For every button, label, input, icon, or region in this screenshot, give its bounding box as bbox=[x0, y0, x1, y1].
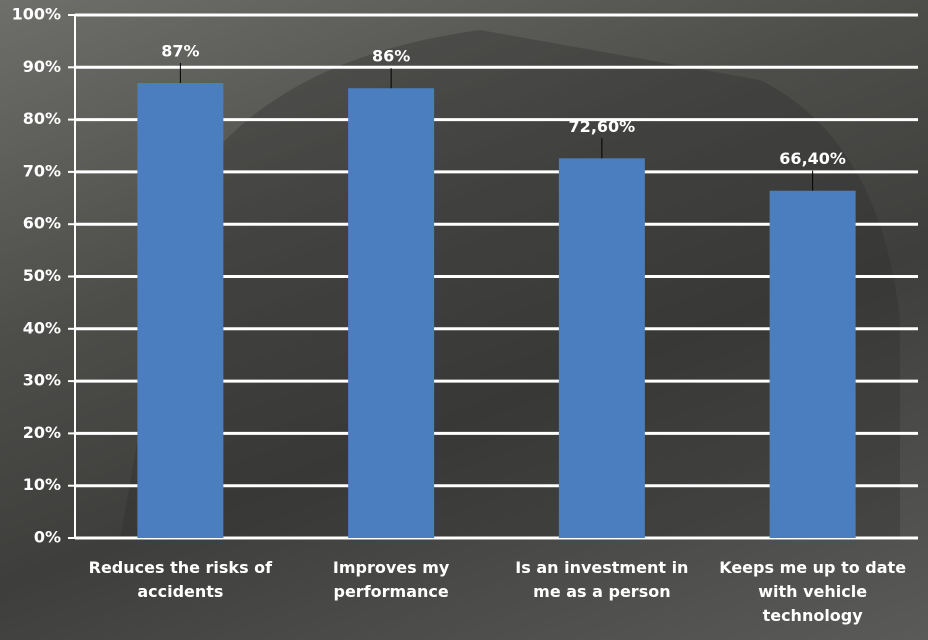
y-tick-label: 60% bbox=[23, 214, 61, 233]
y-tick-label: 100% bbox=[12, 5, 61, 24]
value-label: 66,40% bbox=[779, 149, 846, 168]
y-tick-label: 10% bbox=[23, 475, 61, 494]
x-tick-label: Is an investment in me as a person bbox=[515, 558, 689, 601]
y-tick-label: 20% bbox=[23, 423, 61, 442]
value-label: 86% bbox=[372, 47, 410, 66]
y-tick-label: 0% bbox=[34, 528, 61, 547]
bar bbox=[769, 190, 856, 538]
x-tick-label: Keeps me up to date with vehicle technol… bbox=[719, 558, 907, 625]
background-truck bbox=[120, 30, 900, 540]
y-tick-label: 80% bbox=[23, 109, 61, 128]
y-tick-label: 40% bbox=[23, 318, 61, 337]
y-tick-label: 50% bbox=[23, 266, 61, 285]
x-tick-label: Reduces the risks of accidents bbox=[88, 558, 273, 601]
y-tick-label: 70% bbox=[23, 161, 61, 180]
value-label: 72,60% bbox=[569, 117, 636, 136]
y-tick-label: 30% bbox=[23, 371, 61, 390]
value-label: 87% bbox=[161, 41, 199, 60]
y-tick-label: 90% bbox=[23, 57, 61, 76]
bar bbox=[348, 88, 435, 538]
bar bbox=[137, 82, 224, 539]
x-tick-label: Improves my performance bbox=[332, 558, 450, 601]
bar bbox=[558, 158, 645, 538]
